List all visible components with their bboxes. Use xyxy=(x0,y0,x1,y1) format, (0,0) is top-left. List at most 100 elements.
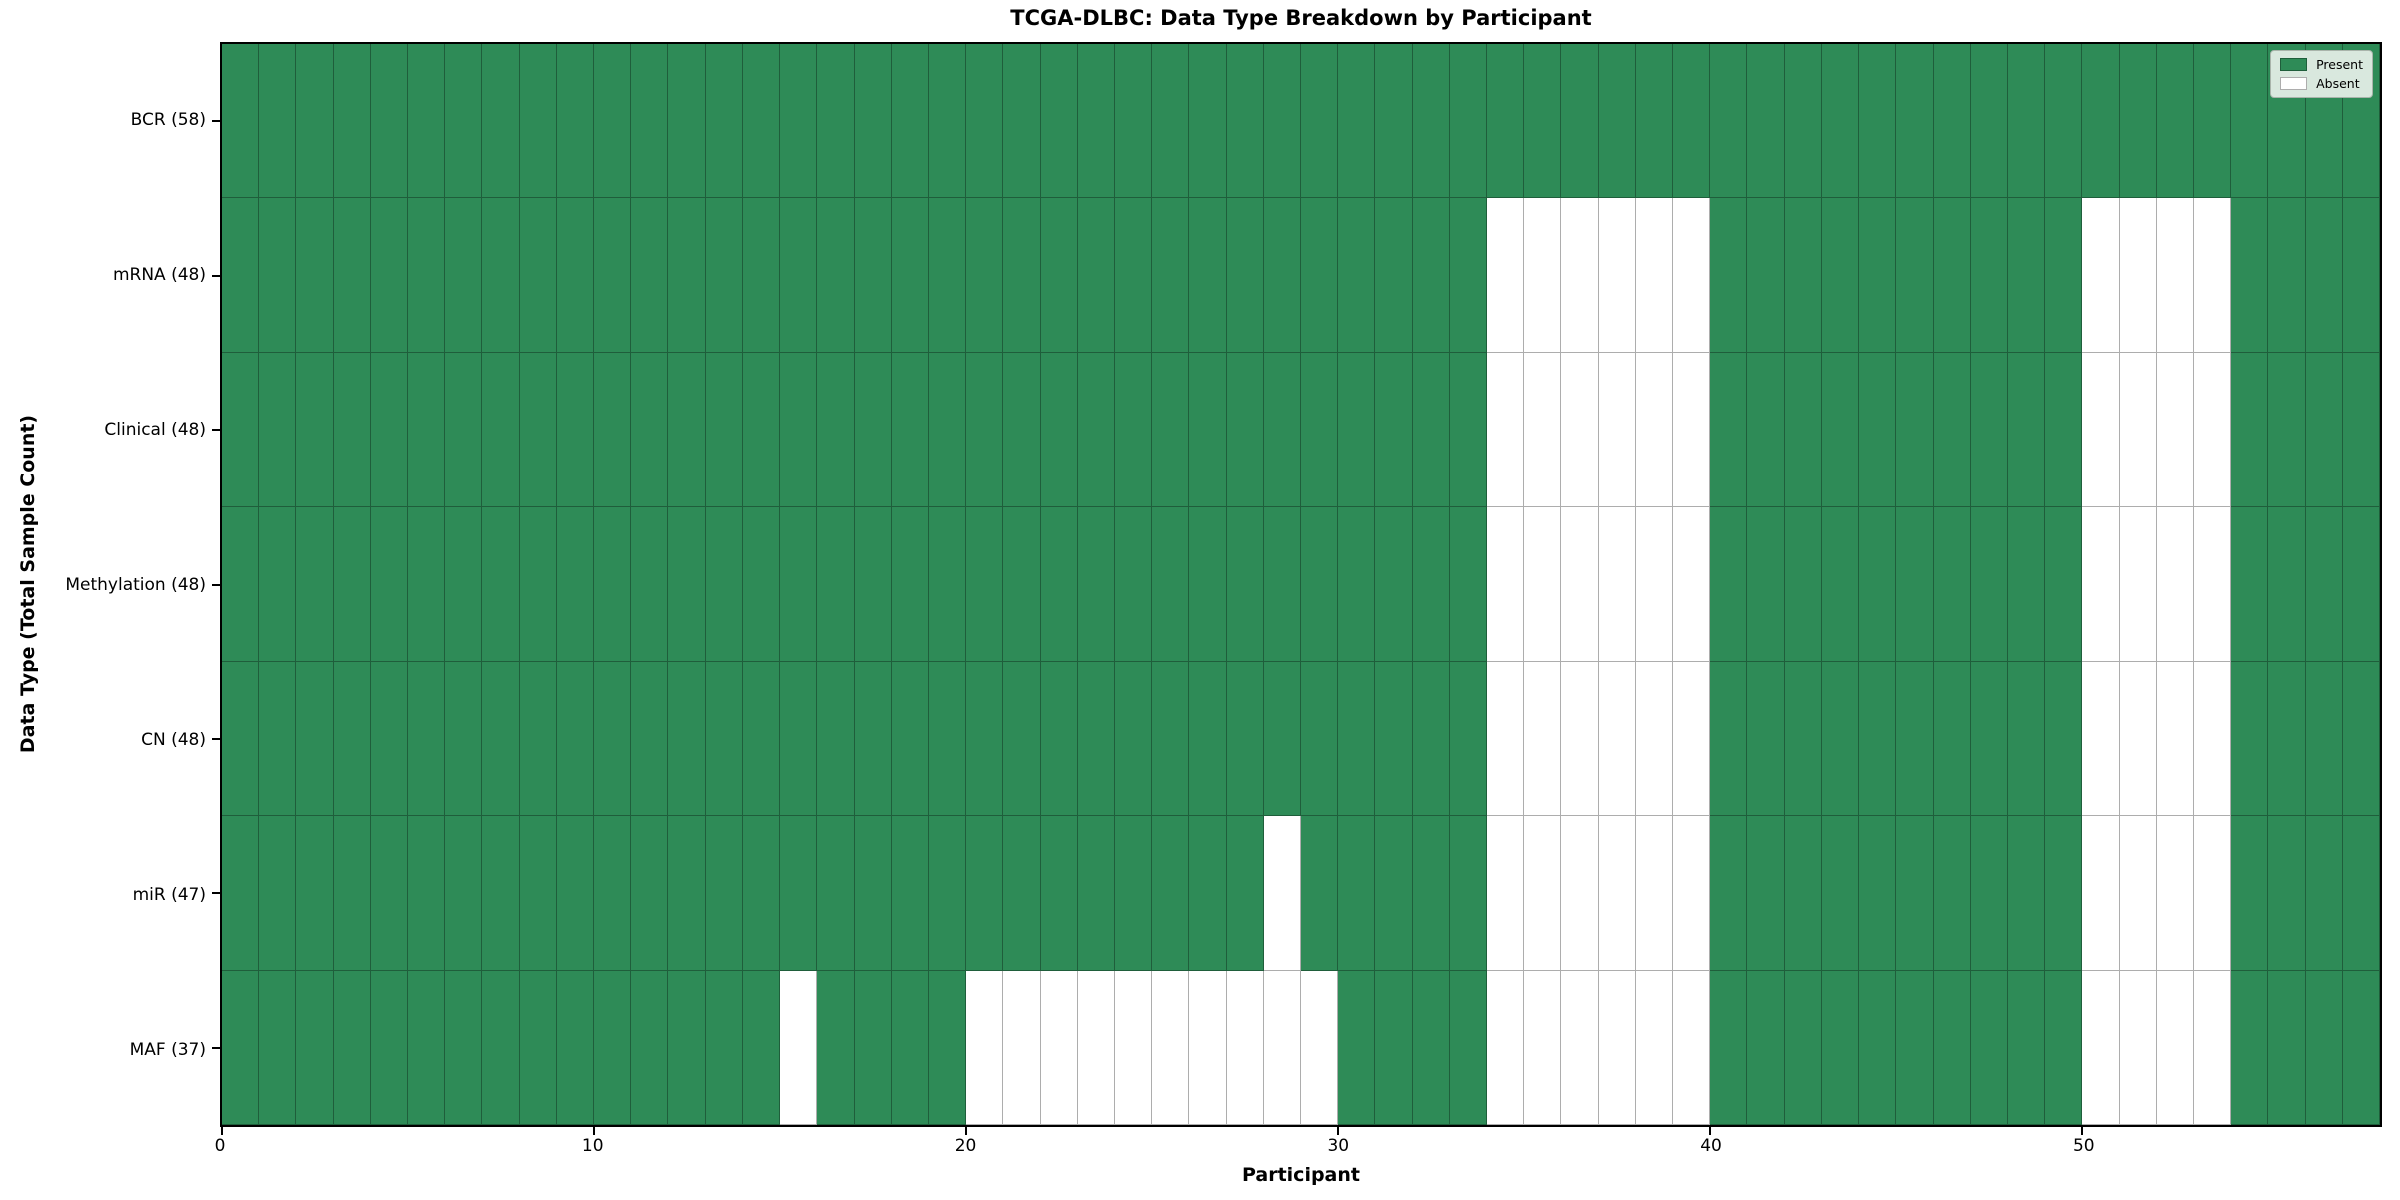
heatmap-cell xyxy=(1561,44,1599,199)
heatmap-cell xyxy=(1301,352,1339,508)
heatmap-cell xyxy=(2193,970,2232,1125)
heatmap-cell xyxy=(2119,198,2157,353)
heatmap-cell xyxy=(1412,352,1450,508)
heatmap-cell xyxy=(891,816,929,971)
heatmap-cell xyxy=(556,44,595,199)
heatmap-cell xyxy=(1301,507,1339,662)
heatmap-cell xyxy=(370,352,409,508)
heatmap-cell xyxy=(1338,352,1376,508)
heatmap-cell xyxy=(408,44,446,199)
heatmap-cell xyxy=(2082,198,2120,353)
heatmap-cell xyxy=(1524,816,1562,971)
x-tick-label: 50 xyxy=(2072,1136,2095,1156)
x-tick-mark xyxy=(1709,1127,1712,1135)
heatmap-cell xyxy=(1487,44,1525,199)
heatmap-cell xyxy=(2231,661,2269,817)
heatmap-cell xyxy=(445,661,483,817)
heatmap-cell xyxy=(742,816,781,971)
heatmap-cell xyxy=(1487,198,1525,353)
heatmap-cell xyxy=(408,352,446,508)
heatmap-cell xyxy=(296,661,334,817)
heatmap-cell xyxy=(780,816,818,971)
heatmap-cell xyxy=(1301,816,1339,971)
heatmap-cell xyxy=(780,198,818,353)
heatmap-cell xyxy=(705,661,743,817)
heatmap-cell xyxy=(1449,970,1488,1125)
heatmap-cell xyxy=(1301,970,1339,1125)
heatmap-cell xyxy=(2045,816,2083,971)
heatmap-cell xyxy=(2007,507,2046,662)
heatmap-cell xyxy=(519,816,557,971)
heatmap-cell xyxy=(1970,507,2008,662)
heatmap-cell xyxy=(1859,507,1897,662)
heatmap-cell xyxy=(2305,970,2343,1125)
legend-swatch xyxy=(2280,58,2308,71)
heatmap-cell xyxy=(966,970,1004,1125)
heatmap-cell xyxy=(1226,198,1264,353)
heatmap-grid xyxy=(222,44,2380,1125)
heatmap-cell xyxy=(482,507,520,662)
heatmap-cell xyxy=(1449,507,1488,662)
heatmap-cell xyxy=(1561,507,1599,662)
heatmap-cell xyxy=(966,44,1004,199)
heatmap-cell xyxy=(1821,970,1860,1125)
heatmap-cell xyxy=(1710,198,1748,353)
heatmap-cell xyxy=(1524,507,1562,662)
x-tick-label: 10 xyxy=(581,1136,604,1156)
heatmap-cell xyxy=(333,44,371,199)
heatmap-cell xyxy=(891,352,929,508)
heatmap-cell xyxy=(1598,44,1636,199)
heatmap-cell xyxy=(1673,352,1711,508)
y-tick-mark xyxy=(212,737,220,740)
heatmap-cell xyxy=(780,44,818,199)
heatmap-cell xyxy=(1970,198,2008,353)
heatmap-cell xyxy=(1747,970,1785,1125)
heatmap-cell xyxy=(817,507,855,662)
heatmap-cell xyxy=(1263,198,1301,353)
heatmap-cell xyxy=(2045,970,2083,1125)
heatmap-cell xyxy=(1449,198,1488,353)
heatmap-cell xyxy=(594,970,632,1125)
heatmap-cell xyxy=(222,507,260,662)
heatmap-cell xyxy=(1673,507,1711,662)
heatmap-cell xyxy=(2231,816,2269,971)
x-axis-label: Participant xyxy=(1241,1164,1360,1186)
heatmap-cell xyxy=(1263,816,1301,971)
heatmap-cell xyxy=(1784,661,1822,817)
heatmap-cell xyxy=(1598,198,1636,353)
heatmap-cell xyxy=(780,352,818,508)
heatmap-cell xyxy=(594,198,632,353)
heatmap-cell xyxy=(2231,970,2269,1125)
plot-area: Present Absent xyxy=(212,42,2382,1135)
heatmap-cell xyxy=(2082,507,2120,662)
heatmap-cell xyxy=(891,198,929,353)
heatmap-cell xyxy=(1487,816,1525,971)
heatmap-cell xyxy=(1896,816,1934,971)
heatmap-cell xyxy=(1598,507,1636,662)
x-tick-mark xyxy=(221,1127,223,1135)
heatmap-cell xyxy=(966,352,1004,508)
heatmap-cell xyxy=(1970,44,2008,199)
heatmap-cell xyxy=(1003,198,1041,353)
heatmap-cell xyxy=(1189,507,1227,662)
y-tick-mark xyxy=(212,429,220,432)
heatmap-cell xyxy=(259,970,297,1125)
heatmap-cell xyxy=(631,507,669,662)
heatmap-cell xyxy=(1338,198,1376,353)
heatmap-cell xyxy=(966,198,1004,353)
heatmap-cell xyxy=(296,970,334,1125)
heatmap-cell xyxy=(891,661,929,817)
heatmap-cell xyxy=(854,352,892,508)
heatmap-cell xyxy=(1524,44,1562,199)
heatmap-cell xyxy=(1561,970,1599,1125)
heatmap-cell xyxy=(2119,44,2157,199)
heatmap-cell xyxy=(333,198,371,353)
heatmap-cell xyxy=(1561,198,1599,353)
heatmap-cell xyxy=(1487,970,1525,1125)
heatmap-cell xyxy=(1077,44,1115,199)
y-tick-label: CN (48) xyxy=(141,729,206,750)
heatmap-cell xyxy=(1710,816,1748,971)
heatmap-cell xyxy=(519,198,557,353)
heatmap-cell xyxy=(2007,44,2046,199)
heatmap-cell xyxy=(1301,198,1339,353)
